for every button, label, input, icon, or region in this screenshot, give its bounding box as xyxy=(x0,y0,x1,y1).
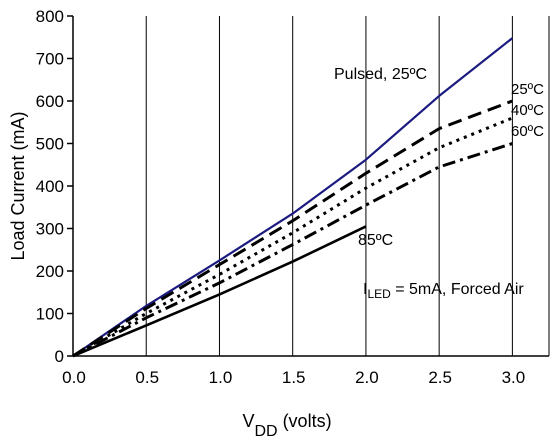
series-line xyxy=(72,142,513,358)
series-label: 40ºC xyxy=(511,102,544,119)
axes xyxy=(72,16,549,357)
series-line xyxy=(72,37,514,357)
series-line xyxy=(72,225,367,358)
annotation-text: = 5mA, Forced Air xyxy=(391,281,525,298)
x-tick-label: 2.0 xyxy=(355,368,379,387)
x-axis-title-suffix: (volts) xyxy=(278,411,332,431)
y-ticks: 0 100 200 300 400 500 600 700 800 xyxy=(36,7,73,366)
y-tick-label: 500 xyxy=(36,135,64,154)
annotation-subscript: LED xyxy=(367,287,391,301)
series-labels: Pulsed, 25ºC 25ºC 40ºC 60ºC 85ºC xyxy=(334,66,544,249)
y-tick-label: 400 xyxy=(36,177,64,196)
series-group xyxy=(72,37,514,358)
y-tick-label: 300 xyxy=(36,220,64,239)
y-tick-label: 200 xyxy=(36,262,64,281)
x-axis-title: VDD (volts) xyxy=(242,411,331,438)
y-tick-label: 100 xyxy=(36,305,64,324)
series-label: Pulsed, 25ºC xyxy=(334,66,427,83)
condition-annotation: ILED = 5mA, Forced Air xyxy=(363,281,524,301)
x-tick-label: 0.5 xyxy=(135,368,159,387)
series-label: 85ºC xyxy=(358,232,393,249)
grid xyxy=(145,16,550,356)
x-axis-title-subscript: DD xyxy=(254,423,277,438)
y-axis-title: Load Current (mA) xyxy=(8,111,28,260)
x-tick-label: 3.0 xyxy=(502,368,526,387)
y-tick-label: 800 xyxy=(36,7,64,26)
x-axis-title-main: V xyxy=(242,411,254,431)
x-tick-label: 2.5 xyxy=(428,368,452,387)
annotation-symbol: I xyxy=(363,281,367,298)
series-line xyxy=(72,99,513,358)
series-label: 60ºC xyxy=(511,123,544,140)
y-tick-label: 0 xyxy=(55,347,64,366)
x-tick-label: 0.0 xyxy=(62,368,86,387)
y-tick-label: 700 xyxy=(36,50,64,69)
x-tick-label: 1.5 xyxy=(282,368,306,387)
series-label: 25ºC xyxy=(511,81,544,98)
x-tick-label: 1.0 xyxy=(209,368,233,387)
x-ticks: 0.0 0.5 1.0 1.5 2.0 2.5 3.0 xyxy=(62,368,525,387)
y-tick-label: 600 xyxy=(36,92,64,111)
